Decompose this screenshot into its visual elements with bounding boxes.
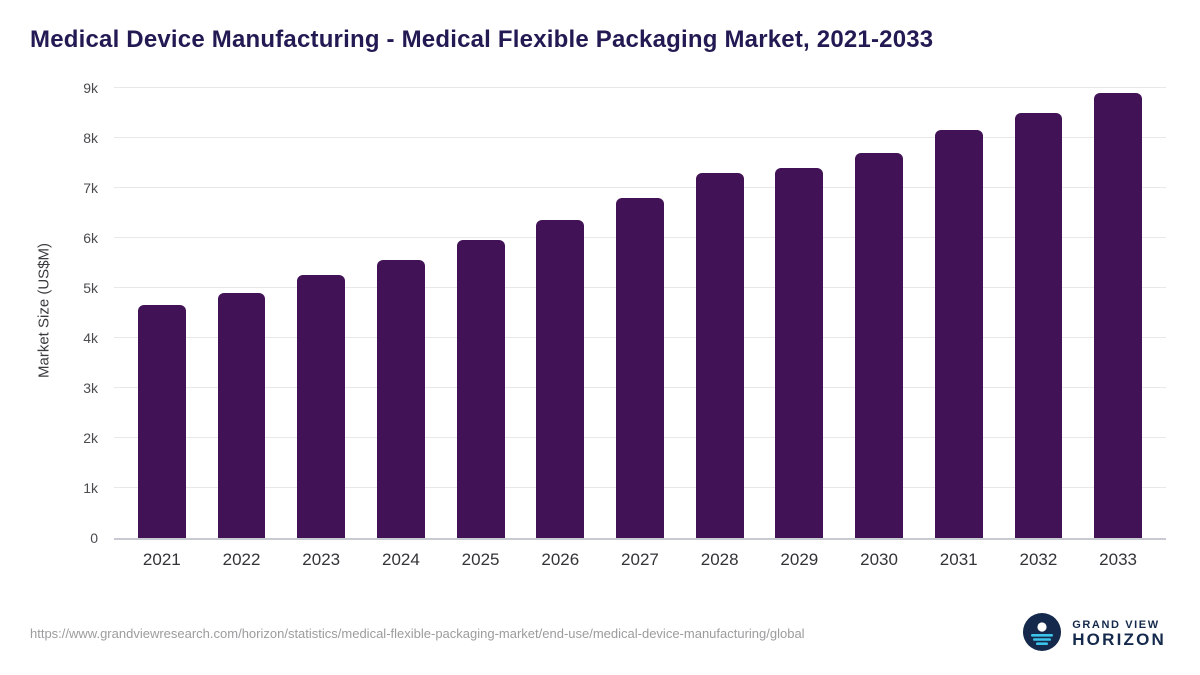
axis-area: 0 1k 2k 3k 4k 5k 6k 7k 8k 9k 2021 2022 2023 2024 2025… bbox=[58, 80, 1166, 570]
gridline bbox=[114, 86, 1166, 88]
plot-area: 0 1k 2k 3k 4k 5k 6k 7k 8k 9k bbox=[83, 80, 1166, 546]
x-tick-label: 2032 bbox=[1019, 550, 1058, 569]
bar-2030 bbox=[855, 152, 903, 538]
y-tick-label: 2k bbox=[83, 429, 98, 446]
y-tick-label: 8k bbox=[83, 129, 98, 146]
bar-slot bbox=[520, 80, 600, 538]
bar-slot bbox=[680, 80, 760, 538]
grand-view-horizon-logo: GRAND VIEW HORIZON bbox=[1022, 612, 1166, 657]
x-tick-label: 2033 bbox=[1099, 550, 1137, 569]
x-tick-label: 2022 bbox=[222, 550, 261, 569]
bar-2033 bbox=[1094, 92, 1142, 538]
y-tick-label: 6k bbox=[83, 229, 98, 246]
bar-slot bbox=[760, 80, 840, 538]
bar-chart: Market Size (US$M) 0 1k 2k 3k 4k 5k 6k 7k 8k 9k 2… bbox=[30, 80, 1166, 570]
x-tick-label: 2021 bbox=[142, 550, 181, 569]
gridline bbox=[114, 136, 1166, 138]
y-tick-label: 5k bbox=[83, 279, 98, 296]
bar-slot bbox=[281, 80, 361, 538]
bar-slot bbox=[600, 80, 680, 538]
bar-2029 bbox=[775, 167, 824, 538]
x-tick-label: 2029 bbox=[780, 550, 819, 569]
bar-2024 bbox=[377, 260, 425, 538]
bar-slot bbox=[999, 80, 1079, 538]
y-tick-label: 0 bbox=[90, 530, 98, 546]
bar-2032 bbox=[1014, 112, 1063, 538]
bar-2028 bbox=[695, 172, 744, 538]
logo-text-grand-view: GRAND VIEW bbox=[1072, 619, 1160, 632]
x-tick-label: 2025 bbox=[461, 550, 500, 569]
y-axis-title: Market Size (US$M) bbox=[35, 242, 53, 378]
y-tick-label: 7k bbox=[83, 179, 98, 196]
x-tick-label: 2027 bbox=[621, 550, 659, 569]
footer: https://www.grandviewresearch.com/horizo… bbox=[30, 612, 1166, 657]
bar-2021 bbox=[137, 305, 186, 538]
horizon-logo-icon bbox=[1022, 612, 1062, 657]
bar-2023 bbox=[297, 275, 346, 538]
x-tick-label: 2031 bbox=[939, 550, 978, 569]
source-url: https://www.grandviewresearch.com/horizo… bbox=[30, 626, 805, 642]
bar-slot bbox=[1078, 80, 1158, 538]
bar-slot bbox=[839, 80, 919, 538]
y-tick-label: 9k bbox=[83, 79, 98, 96]
logo-text-horizon: HORIZON bbox=[1072, 630, 1166, 650]
bar-2025 bbox=[456, 240, 505, 538]
bar-slot bbox=[441, 80, 521, 538]
bar-slot bbox=[122, 80, 202, 538]
y-tick-label: 1k bbox=[83, 479, 98, 496]
x-tick-label: 2024 bbox=[381, 550, 420, 569]
x-tick-label: 2026 bbox=[541, 550, 580, 569]
bar-2027 bbox=[616, 197, 664, 538]
x-tick-label: 2028 bbox=[700, 550, 739, 569]
x-tick-label: 2030 bbox=[860, 550, 898, 569]
bar-2026 bbox=[536, 220, 585, 538]
x-tick-label: 2023 bbox=[302, 550, 341, 569]
bar-2031 bbox=[934, 130, 983, 538]
logo-text: GRAND VIEW HORIZON bbox=[1072, 619, 1166, 650]
gridline bbox=[114, 186, 1166, 188]
bar-slot bbox=[919, 80, 999, 538]
bar-slot bbox=[361, 80, 441, 538]
y-tick-label: 3k bbox=[83, 379, 98, 396]
bar-2022 bbox=[217, 292, 266, 538]
x-axis-labels: 2021 2022 2023 2024 2025 2026 2027 2028 2029 2030… bbox=[114, 550, 1166, 570]
bars-row bbox=[114, 80, 1166, 538]
bar-slot bbox=[202, 80, 282, 538]
chart-title: Medical Device Manufacturing - Medical F… bbox=[30, 26, 934, 53]
y-tick-label: 4k bbox=[83, 329, 98, 346]
